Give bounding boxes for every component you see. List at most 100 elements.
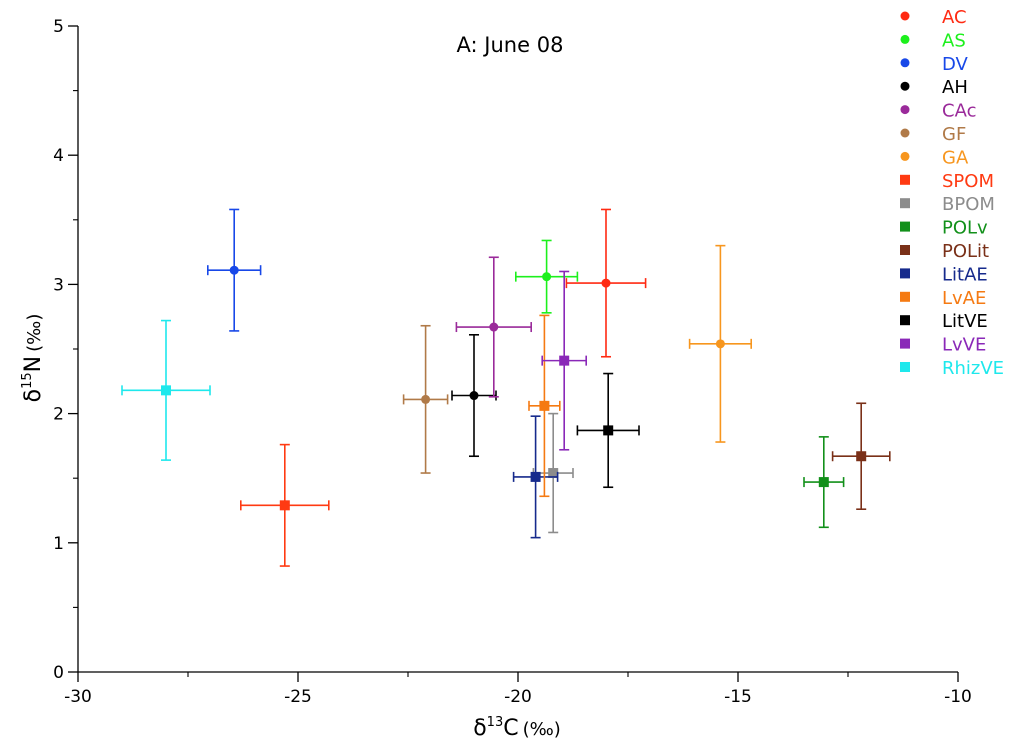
series-lvae [528,314,561,498]
legend-label: RhizVE [942,358,1004,379]
data-point-circle [601,278,611,288]
legend-item-as: AS [900,30,966,51]
legend-item-bpom: BPOM [900,194,995,215]
legend-marker-square [900,338,910,349]
series-gf [402,324,449,474]
legend-marker-square [900,245,910,255]
legend-item-litae: LitAE [900,264,988,285]
data-point-square [559,355,570,366]
series-lvve [541,270,588,451]
series-ga [688,244,753,443]
x-axis-label-prefix: δ [473,716,486,741]
series-dv [207,208,262,332]
legend-marker-square [900,198,910,209]
data-point-circle [489,322,499,332]
data-point-circle [469,391,479,401]
y-tick-label: 2 [53,405,64,425]
y-tick-label: 0 [53,663,64,683]
data-point-square [539,400,550,411]
legend-label: AS [942,30,966,51]
data-point-circle [715,339,725,349]
legend-item-spom: SPOM [900,171,994,192]
x-tick-label: -20 [504,687,532,707]
legend-marker-square [900,362,910,372]
data-point-circle [542,272,552,282]
x-axis-label-unit: (‰) [523,719,561,740]
legend-marker-square [900,291,910,302]
legend-marker-circle [900,34,910,44]
legend-label: SPOM [942,171,994,192]
data-point-square [161,385,171,396]
series-ah [451,333,497,458]
data-point-square [603,425,614,436]
legend-marker-circle [900,128,910,138]
legend-marker-circle [900,151,910,161]
series-litve [576,372,640,489]
legend-label: CAc [942,101,976,122]
x-axis-label: δ13C (‰) [473,715,561,741]
x-axis-label-superscript: 13 [487,715,504,730]
series-cac [455,256,533,398]
y-axis-label: δ15N (‰) [20,314,46,403]
legend-item-ac: AC [900,7,967,28]
x-axis-label-main: C [503,716,518,741]
y-tick-label: 5 [53,17,64,37]
legend-label: POLit [942,241,989,262]
y-axis-label-unit: (‰) [24,314,45,352]
series-polit [831,402,891,511]
legend-marker-circle [900,11,910,21]
legend-item-polit: POLit [900,241,989,262]
legend-label: GA [942,147,969,168]
legend-label: LvVE [942,335,986,356]
data-point-square [530,471,541,482]
y-axis-label-prefix: δ [21,389,46,402]
legend-item-ah: AH [900,77,968,98]
series-rhizve [121,319,211,461]
y-tick-label: 4 [53,146,64,166]
legend-item-gf: GF [900,124,966,145]
chart-title: A: June 08 [457,33,564,57]
y-tick-label: 3 [53,275,64,295]
legend-label: LvAE [942,288,986,309]
legend-item-polv: POLv [900,218,988,239]
axes: -30 -25 -20 -15 -10 0 1 2 3 4 5 [53,17,972,707]
legend-item-lvve: LvVE [900,335,986,356]
legend-label: LitAE [942,264,988,285]
legend-item-dv: DV [900,54,969,75]
legend-marker-circle [900,81,910,91]
series-as [514,239,579,314]
legend-label: DV [942,54,969,75]
y-tick-label: 1 [53,534,64,554]
series-polv [803,436,845,529]
x-tick-label: -25 [284,687,312,707]
legend-item-ga: GA [900,147,969,168]
legend-label: POLv [942,218,988,239]
y-axis-label-main: N [21,356,46,372]
y-axis-label-superscript: 15 [20,372,35,389]
x-tick-label: -30 [64,687,92,707]
data-point-square [856,451,867,462]
data-point-circle [229,265,239,275]
data-point-square [548,468,559,479]
legend-item-rhizve: RhizVE [900,358,1004,379]
legend-marker-square [900,221,910,232]
data-point-circle [421,394,431,404]
x-tick-label: -15 [724,687,752,707]
legend-marker-square [900,268,910,279]
legend-label: LitVE [942,311,988,332]
legend-label: AH [942,77,968,98]
x-tick-label: -10 [944,687,972,707]
series-litae [512,415,559,539]
data-point-square [818,477,829,488]
series-spom [240,443,330,567]
legend-marker-circle [900,105,910,115]
legend-marker-square [900,174,910,185]
legend-marker-square [900,315,910,326]
legend-marker-circle [900,58,910,68]
legend-label: AC [942,7,967,28]
legend-item-litve: LitVE [900,311,988,332]
series-ac [565,208,647,358]
legend-item-cac: CAc [900,101,976,122]
